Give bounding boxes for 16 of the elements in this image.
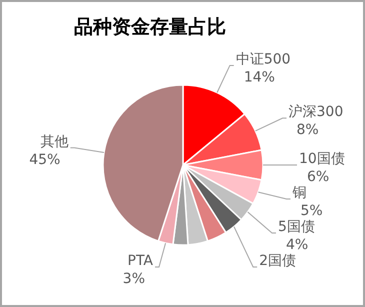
data-label: 45% (29, 152, 60, 168)
data-label: 8% (296, 122, 319, 138)
slice-label: 沪深300 (288, 104, 344, 120)
slice-label: 5国债 (278, 219, 315, 235)
slice-label: 铜 (291, 185, 306, 201)
slice-label: 中证500 (236, 51, 291, 68)
data-label: 6% (307, 169, 330, 185)
slice-label: 其他 (40, 134, 68, 150)
data-label: 3% (122, 271, 146, 287)
slice-label: 2国债 (259, 253, 296, 269)
data-label: 4% (286, 237, 308, 253)
data-label: 14% (244, 69, 275, 86)
data-label: 5% (300, 203, 323, 219)
slice-label: 10国债 (299, 151, 345, 167)
chart-title: 品种资金存量占比 (74, 16, 226, 38)
slice-label: PTA (128, 253, 154, 269)
